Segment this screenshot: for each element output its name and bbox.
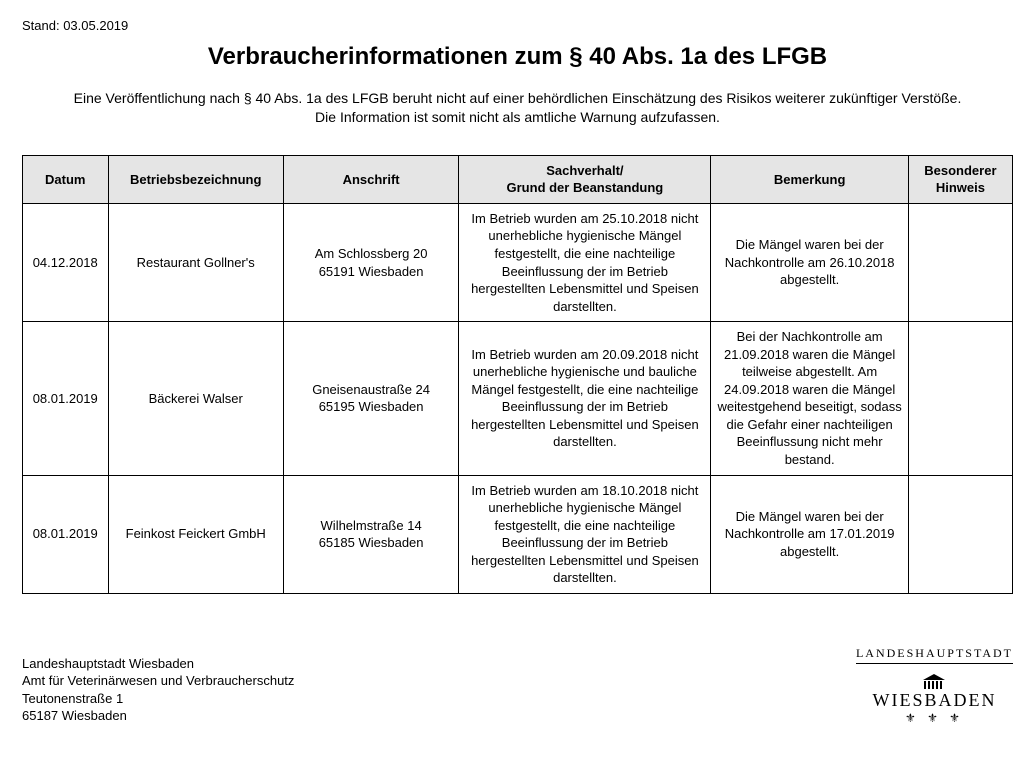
col-hinweis: Besonderer Hinweis	[908, 155, 1012, 203]
page-title: Verbraucherinformationen zum § 40 Abs. 1…	[22, 43, 1013, 71]
subtitle-line2: Die Information ist somit nicht als amtl…	[315, 109, 720, 125]
cell-bemerkung: Die Mängel waren bei der Nachkontrolle a…	[711, 475, 908, 593]
cell-sachverhalt: Im Betrieb wurden am 25.10.2018 nicht un…	[459, 203, 711, 321]
address-line: Landeshauptstadt Wiesbaden	[22, 655, 294, 673]
table-row: 08.01.2019Feinkost Feickert GmbHWilhelms…	[23, 475, 1013, 593]
cell-datum: 04.12.2018	[23, 203, 109, 321]
cell-hinweis	[908, 203, 1012, 321]
logo-lilies-icon: ⚜ ⚜ ⚜	[905, 711, 964, 725]
address-line: Amt für Veterinärwesen und Verbrauchersc…	[22, 672, 294, 690]
wiesbaden-logo: WIESBADEN ⚜ ⚜ ⚜	[856, 674, 1013, 725]
table-row: 08.01.2019Bäckerei WalserGneisenaustraße…	[23, 322, 1013, 475]
footer: Landeshauptstadt WiesbadenAmt für Veteri…	[22, 646, 1013, 725]
address-line: Teutonenstraße 1	[22, 690, 294, 708]
table-row: 04.12.2018Restaurant Gollner'sAm Schloss…	[23, 203, 1013, 321]
logo-city-name: WIESBADEN	[872, 690, 996, 711]
cell-bemerkung: Bei der Nachkontrolle am 21.09.2018 ware…	[711, 322, 908, 475]
cell-betrieb: Restaurant Gollner's	[108, 203, 283, 321]
cell-sachverhalt: Im Betrieb wurden am 20.09.2018 nicht un…	[459, 322, 711, 475]
cell-sachverhalt: Im Betrieb wurden am 18.10.2018 nicht un…	[459, 475, 711, 593]
cell-hinweis	[908, 322, 1012, 475]
stand-date: Stand: 03.05.2019	[22, 18, 1013, 33]
table-header-row: Datum Betriebsbezeichnung Anschrift Sach…	[23, 155, 1013, 203]
cell-hinweis	[908, 475, 1012, 593]
cell-anschrift: Am Schlossberg 2065191 Wiesbaden	[283, 203, 458, 321]
col-datum: Datum	[23, 155, 109, 203]
footer-address: Landeshauptstadt WiesbadenAmt für Veteri…	[22, 655, 294, 725]
capitol-icon	[919, 674, 949, 690]
cell-datum: 08.01.2019	[23, 475, 109, 593]
col-betrieb: Betriebsbezeichnung	[108, 155, 283, 203]
cell-betrieb: Bäckerei Walser	[108, 322, 283, 475]
cell-betrieb: Feinkost Feickert GmbH	[108, 475, 283, 593]
subtitle-line1: Eine Veröffentlichung nach § 40 Abs. 1a …	[74, 90, 962, 106]
cell-anschrift: Gneisenaustraße 2465195 Wiesbaden	[283, 322, 458, 475]
cell-anschrift: Wilhelmstraße 1465185 Wiesbaden	[283, 475, 458, 593]
col-sachverhalt: Sachverhalt/Grund der Beanstandung	[459, 155, 711, 203]
footer-logo-block: LANDESHAUPTSTADT WIESBADEN ⚜ ⚜ ⚜	[856, 646, 1013, 725]
col-anschrift: Anschrift	[283, 155, 458, 203]
landes-label: LANDESHAUPTSTADT	[856, 646, 1013, 664]
info-table: Datum Betriebsbezeichnung Anschrift Sach…	[22, 155, 1013, 594]
subtitle: Eine Veröffentlichung nach § 40 Abs. 1a …	[58, 89, 978, 127]
address-line: 65187 Wiesbaden	[22, 707, 294, 725]
col-bemerkung: Bemerkung	[711, 155, 908, 203]
cell-datum: 08.01.2019	[23, 322, 109, 475]
cell-bemerkung: Die Mängel waren bei der Nachkontrolle a…	[711, 203, 908, 321]
